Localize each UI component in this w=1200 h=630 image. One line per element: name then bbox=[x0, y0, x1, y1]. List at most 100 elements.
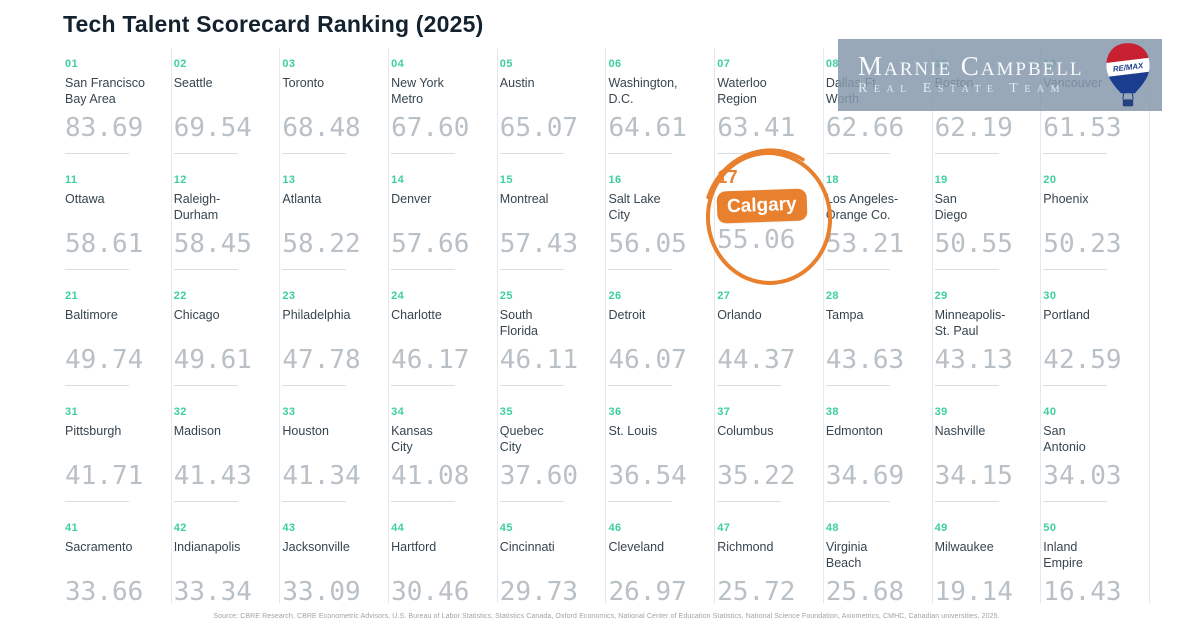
city-cell: 32 Madison 41.43 bbox=[172, 396, 281, 512]
city-score: 58.61 bbox=[65, 229, 144, 259]
city-score: 34.03 bbox=[1043, 461, 1122, 491]
rank-number: 36 bbox=[608, 406, 622, 418]
rank-number: 49 bbox=[934, 522, 948, 534]
city-cell: 15 Montreal 57.43 bbox=[498, 164, 607, 280]
rank-number: 35 bbox=[499, 406, 513, 418]
city-score: 41.08 bbox=[391, 461, 470, 491]
rank-number: 17 bbox=[717, 167, 739, 187]
city-name: Portland bbox=[1043, 308, 1090, 322]
city-cell: 23 Philadelphia 47.78 bbox=[280, 280, 390, 396]
cell-underline bbox=[825, 385, 890, 386]
cell-underline bbox=[282, 501, 347, 502]
city-name: Montreal bbox=[499, 192, 549, 206]
rank-number: 19 bbox=[934, 174, 948, 186]
rank-number: 15 bbox=[499, 174, 513, 186]
cell-underline bbox=[499, 501, 564, 502]
city-cell: 18 Los Angeles- Orange Co. 53.21 bbox=[824, 164, 933, 280]
cell-underline bbox=[173, 501, 238, 502]
realtor-name: Marnie Campbell bbox=[858, 51, 1084, 81]
city-score: 62.19 bbox=[934, 113, 1013, 143]
city-name: Nashville bbox=[934, 424, 986, 438]
cell-underline bbox=[1043, 269, 1108, 270]
city-name: Chicago bbox=[173, 308, 220, 322]
city-cell: 13 Atlanta 58.22 bbox=[280, 164, 390, 280]
realtor-logo-banner: Marnie Campbell Real Estate Team RE/MAX bbox=[838, 39, 1162, 111]
rank-number: 14 bbox=[391, 174, 405, 186]
cell-underline bbox=[499, 153, 564, 154]
city-name: San Diego bbox=[934, 192, 968, 222]
rank-number: 21 bbox=[65, 290, 79, 302]
city-name: Ottawa bbox=[65, 192, 105, 206]
city-cell: 04 New York Metro 67.60 bbox=[389, 48, 498, 164]
city-score: 56.05 bbox=[608, 229, 687, 259]
rank-number: 27 bbox=[717, 290, 731, 302]
cell-underline bbox=[391, 501, 456, 502]
cell-underline bbox=[608, 269, 673, 270]
city-score: 34.69 bbox=[825, 461, 905, 491]
city-name: Jacksonville bbox=[282, 540, 350, 554]
city-name: Seattle bbox=[173, 76, 213, 90]
city-name: Cincinnati bbox=[499, 540, 555, 554]
city-cell: 01 San Francisco Bay Area 83.69 bbox=[63, 48, 172, 164]
rank-number: 05 bbox=[499, 58, 513, 70]
city-cell: 02 Seattle 69.54 bbox=[172, 48, 281, 164]
city-cell: 16 Salt Lake City 56.05 bbox=[606, 164, 716, 280]
rank-number: 08 bbox=[825, 58, 839, 70]
cell-underline bbox=[934, 501, 999, 502]
rank-number: 37 bbox=[717, 406, 731, 418]
city-name: Cleveland bbox=[608, 540, 665, 554]
rank-number: 30 bbox=[1043, 290, 1057, 302]
city-cell: 30 Portland 42.59 bbox=[1041, 280, 1150, 396]
cell-underline bbox=[391, 153, 456, 154]
city-score: 55.06 bbox=[717, 225, 796, 255]
city-cell: 03 Toronto 68.48 bbox=[280, 48, 390, 164]
rank-number: 46 bbox=[608, 522, 622, 534]
rank-number: 34 bbox=[391, 406, 405, 418]
rank-number: 43 bbox=[282, 522, 296, 534]
city-name: Raleigh- Durham bbox=[173, 192, 221, 222]
rank-number: 07 bbox=[717, 58, 731, 70]
cell-underline bbox=[825, 269, 890, 270]
city-score: 43.63 bbox=[825, 345, 905, 375]
city-cell: 24 Charlotte 46.17 bbox=[389, 280, 498, 396]
city-score: 33.34 bbox=[173, 577, 252, 607]
rank-number: 02 bbox=[173, 58, 187, 70]
city-cell: 31 Pittsburgh 41.71 bbox=[63, 396, 172, 512]
city-score: 42.59 bbox=[1043, 345, 1122, 375]
city-name: San Francisco Bay Area bbox=[65, 76, 145, 106]
city-score: 69.54 bbox=[173, 113, 252, 143]
rank-number: 22 bbox=[173, 290, 187, 302]
city-name: Sacramento bbox=[65, 540, 133, 554]
rank-number: 13 bbox=[282, 174, 296, 186]
city-cell: 42 Indianapolis 33.34 bbox=[172, 512, 281, 607]
city-name: Pittsburgh bbox=[65, 424, 122, 438]
cell-underline bbox=[825, 501, 890, 502]
ranking-grid: 01 San Francisco Bay Area 83.69 02 Seatt… bbox=[63, 48, 1150, 607]
city-cell: 12 Raleigh- Durham 58.45 bbox=[172, 164, 281, 280]
city-name: Virginia Beach bbox=[825, 540, 868, 570]
city-cell: 19 San Diego 50.55 bbox=[933, 164, 1042, 280]
cell-underline bbox=[934, 269, 999, 270]
rank-number: 06 bbox=[608, 58, 622, 70]
city-score: 33.66 bbox=[65, 577, 144, 607]
cell-underline bbox=[1043, 501, 1108, 502]
city-name: Denver bbox=[391, 192, 432, 206]
city-cell: 06 Washington, D.C. 64.61 bbox=[606, 48, 716, 164]
city-name: Milwaukee bbox=[934, 540, 994, 554]
city-name: St. Louis bbox=[608, 424, 658, 438]
city-name: Phoenix bbox=[1043, 192, 1089, 206]
city-name: Austin bbox=[499, 76, 535, 90]
rank-number: 45 bbox=[499, 522, 513, 534]
city-score: 34.15 bbox=[934, 461, 1013, 491]
city-score: 46.11 bbox=[499, 345, 579, 375]
city-name: Salt Lake City bbox=[608, 192, 661, 222]
rank-number: 16 bbox=[608, 174, 622, 186]
city-cell: 26 Detroit 46.07 bbox=[606, 280, 716, 396]
city-cell: 41 Sacramento 33.66 bbox=[63, 512, 172, 607]
rank-number: 11 bbox=[65, 174, 78, 186]
cell-underline bbox=[391, 269, 456, 270]
city-cell: 33 Houston 41.34 bbox=[280, 396, 390, 512]
cell-underline bbox=[173, 385, 238, 386]
rank-number: 04 bbox=[391, 58, 405, 70]
city-score: 41.71 bbox=[65, 461, 144, 491]
